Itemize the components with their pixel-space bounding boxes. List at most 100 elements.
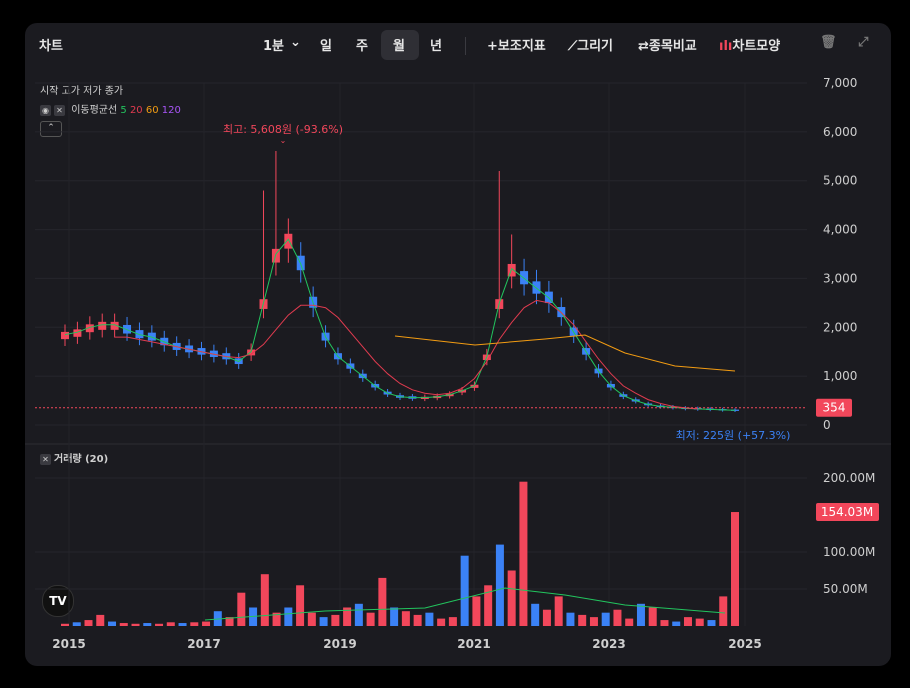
ma60-period: 60 [145, 105, 159, 116]
current-volume-label: 154.03M [821, 505, 873, 519]
volume-bar [401, 611, 410, 626]
ma-line [114, 299, 698, 410]
volume-bar [155, 623, 164, 626]
x-tick-label: 2023 [592, 637, 625, 651]
volume-bar [660, 620, 669, 626]
y-tick-label: 7,000 [823, 76, 857, 90]
volume-bar [237, 592, 246, 626]
volume-bar [484, 585, 493, 626]
volume-bar [190, 622, 199, 626]
volume-bar [296, 585, 305, 626]
candle-body [110, 321, 119, 330]
chart-type-button[interactable]: ılı차트모양 [719, 39, 781, 54]
timeframe-year[interactable]: 년 [430, 39, 442, 54]
volume-bar [143, 623, 152, 626]
volume-bar [131, 623, 140, 626]
ohlc-legend: 시작 고가 저가 종가 [40, 86, 124, 97]
volume-bar [507, 570, 516, 626]
volume-bar [284, 607, 293, 626]
candle-body [98, 321, 107, 330]
volume-bar [307, 612, 316, 626]
pencil-icon: ⟋ [568, 39, 578, 54]
candle-icon: ılı [719, 39, 733, 54]
x-tick-label: 2019 [323, 637, 356, 651]
volume-bar [578, 614, 587, 626]
volume-bar [225, 617, 234, 626]
volume-bar [448, 617, 457, 626]
volume-bar [119, 623, 128, 626]
y-tick-label: 100.00M [823, 545, 875, 559]
indicator-button[interactable]: +보조지표 [487, 39, 546, 54]
swap-icon: ⇄ [638, 39, 649, 54]
volume-bar [601, 612, 610, 626]
x-tick-label: 2015 [52, 637, 85, 651]
candle-body [247, 349, 256, 356]
y-tick-label: 0 [823, 418, 831, 432]
plus-icon: + [487, 39, 498, 54]
ma120-period: 120 [161, 105, 181, 116]
candle-body [532, 281, 541, 294]
volume-ma-line [204, 587, 726, 621]
close-icon[interactable]: ✕ [54, 104, 65, 116]
candle-body [520, 271, 529, 285]
volume-bar [648, 607, 657, 626]
current-price-label: 354 [823, 401, 846, 415]
volume-bar [636, 603, 645, 626]
candle-body [284, 233, 293, 249]
y-tick-label: 4,000 [823, 223, 857, 237]
timeframe-1min[interactable]: 1분 [263, 39, 285, 54]
volume-bar [460, 555, 469, 626]
volume-bar [554, 596, 563, 626]
y-tick-label: 5,000 [823, 174, 857, 188]
chevron-down-icon[interactable]: ⌄ [290, 35, 301, 50]
x-tick-label: 2025 [728, 637, 761, 651]
candle-body [61, 331, 69, 340]
timeframe-month[interactable]: 월 [393, 39, 405, 54]
compare-button[interactable]: ⇄종목비교 [638, 39, 697, 54]
candle-body [73, 329, 82, 337]
y-tick-label: 2,000 [823, 320, 857, 334]
volume-bar [343, 607, 352, 626]
timeframe-day[interactable]: 일 [320, 39, 332, 54]
y-tick-label: 3,000 [823, 271, 857, 285]
volume-bar [566, 612, 575, 626]
volume-bar [495, 544, 504, 626]
x-tick-label: 2021 [457, 637, 490, 651]
ma-legend: ◉ ✕ 이동평균선 5 20 60 120 [40, 101, 181, 116]
volume-bar [378, 577, 387, 626]
volume-bar [331, 614, 340, 626]
y-tick-label: 1,000 [823, 369, 857, 383]
volume-bar [672, 621, 681, 626]
volume-bar [695, 618, 704, 626]
volume-bar [437, 618, 446, 626]
ma-label: 이동평균선 [71, 105, 118, 116]
volume-bar [413, 614, 422, 626]
current-volume-tag [816, 503, 879, 522]
volume-bar [589, 617, 598, 626]
y-tick-label: 200.00M [823, 471, 875, 485]
y-tick-label: 6,000 [823, 125, 857, 139]
y-tick-label: 50.00M [823, 582, 868, 596]
volume-bar [96, 614, 105, 626]
volume-bar [272, 612, 281, 626]
volume-bar [542, 609, 551, 626]
volume-legend: ✕ 거래량 (20) [40, 450, 108, 465]
low-annotation: 최저: 225원 (+57.3%) [676, 429, 791, 442]
x-tick-label: 2017 [187, 637, 220, 651]
close-icon[interactable]: ✕ [40, 453, 51, 465]
eye-off-icon[interactable]: ◉ [40, 104, 51, 116]
volume-bar [390, 607, 399, 626]
toolbar: 차트 1분 ⌄ 일 주 월 년 +보조지표 ⟋그리기 ⇄종목비교 ılı차트모양… [25, 23, 891, 69]
high-annotation: 최고: 5,608원 (-93.6%) [223, 123, 343, 136]
collapse-button[interactable]: ⌃ [40, 121, 62, 137]
volume-bar [731, 512, 739, 626]
timeframe-selected-bg [381, 30, 419, 60]
high-marker: ⌄ [280, 136, 287, 145]
volume-bar [613, 609, 622, 626]
timeframe-week[interactable]: 주 [356, 39, 368, 54]
trash-icon[interactable]: 🗑 [820, 35, 837, 50]
candle-body [544, 291, 553, 304]
expand-icon[interactable]: ⤢ [858, 35, 869, 50]
ma-line [394, 334, 736, 372]
draw-button[interactable]: ⟋그리기 [568, 39, 613, 54]
